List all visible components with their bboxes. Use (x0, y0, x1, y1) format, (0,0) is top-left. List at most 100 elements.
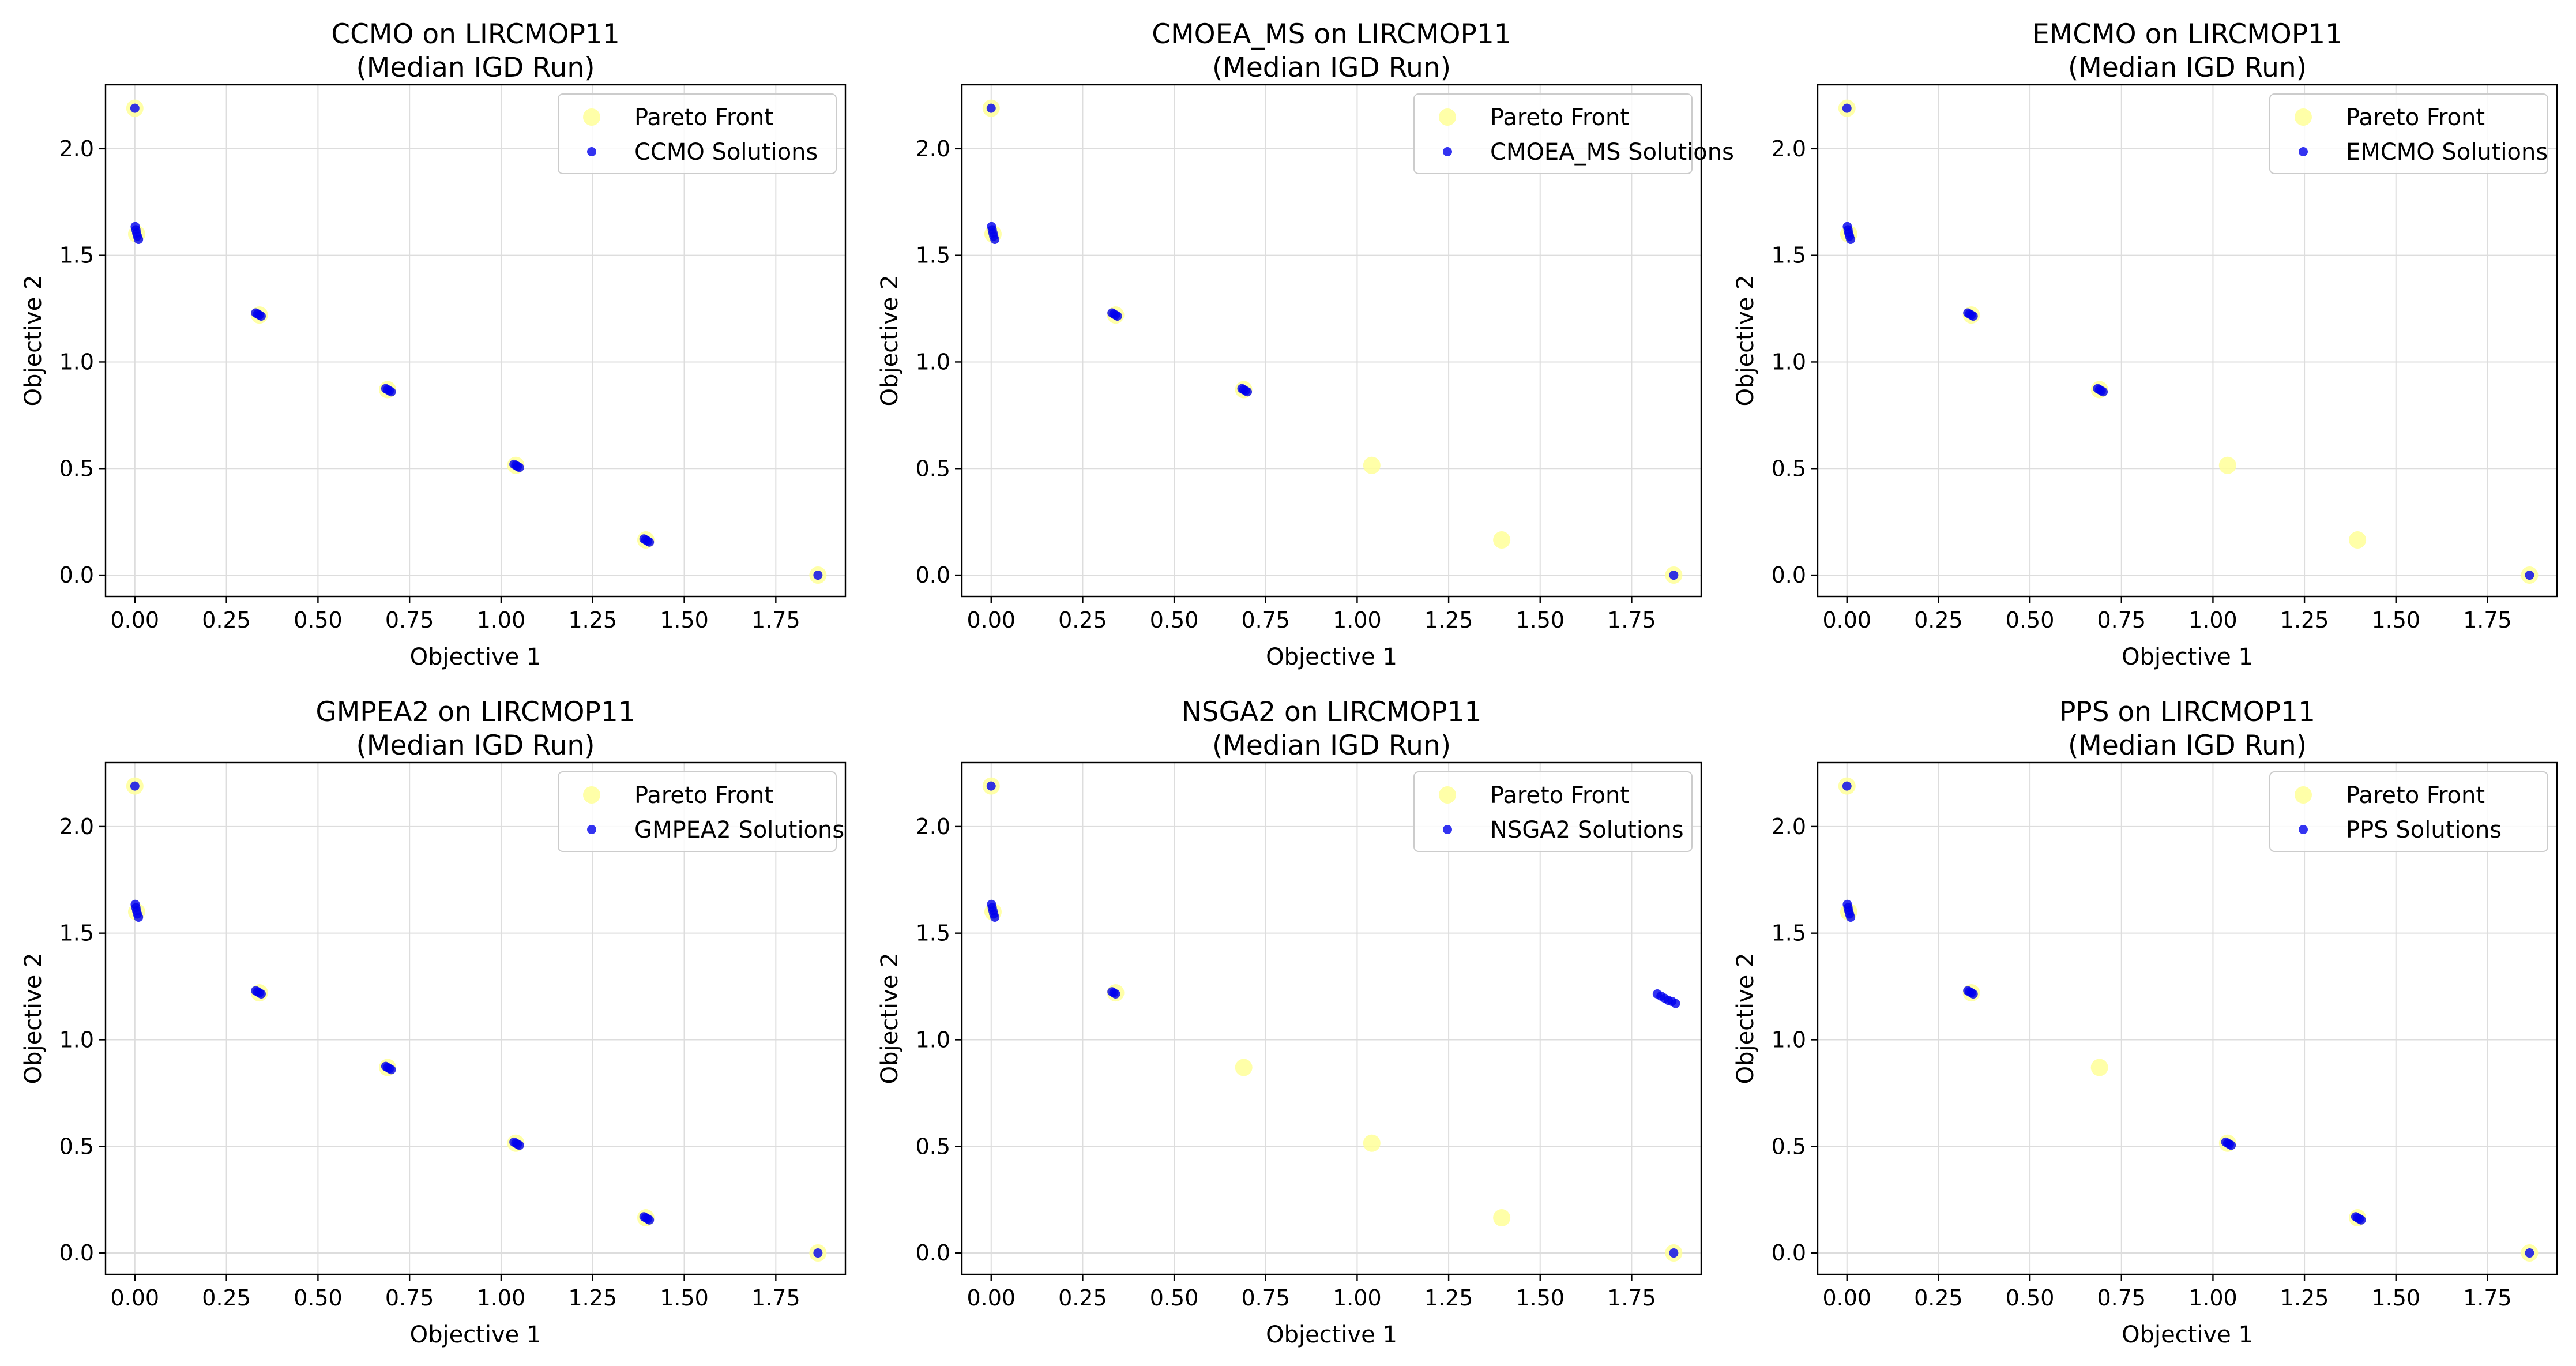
solution-point (2099, 387, 2108, 397)
y-tick-label: 0.0 (916, 1240, 950, 1266)
subplot-6: PPS on LIRCMOP11(Median IGD Run) 0.00 0.25… (1732, 696, 2558, 1348)
legend: Pareto Front CCMO Solutions (558, 93, 837, 174)
x-axis-label: Objective 1 (1266, 644, 1397, 670)
y-tick-label: 0.5 (916, 1134, 950, 1159)
legend-marker (2295, 108, 2312, 126)
y-tick-label: 0.5 (1772, 456, 1806, 481)
x-tick-label: 0.25 (202, 607, 251, 633)
y-axis-label: Objective 2 (1732, 953, 1759, 1084)
plot-frame (1817, 84, 2558, 598)
x-tick-label: 0.50 (294, 607, 343, 633)
legend-marker (2295, 786, 2312, 804)
subplot-2: CMOEA_MS on LIRCMOP11(Median IGD Run) 0.0… (877, 18, 1734, 670)
solution-point (2525, 1248, 2534, 1258)
solution-point (386, 387, 396, 397)
solution-point (130, 103, 140, 113)
x-tick-label: 0.75 (2097, 1285, 2146, 1311)
y-tick-label: 2.0 (1772, 136, 1806, 162)
plot-frame (1817, 761, 2558, 1275)
plot-frame (104, 761, 847, 1275)
legend-marker (1443, 147, 1452, 156)
legend-label: Pareto Front (634, 782, 773, 809)
pareto-point (2090, 1059, 2108, 1076)
solution-point (134, 912, 144, 922)
x-tick-label: 1.00 (1333, 607, 1382, 633)
legend-marker (1443, 825, 1452, 834)
chart-subtitle: (Median IGD Run) (1212, 730, 1451, 761)
y-tick-label: 1.5 (1772, 921, 1806, 946)
legend-box (558, 93, 837, 174)
solution-point (386, 1065, 396, 1075)
x-tick-label: 0.00 (1822, 607, 1871, 633)
legend-box (1413, 93, 1693, 174)
y-tick-label: 1.0 (916, 349, 950, 374)
plot-frame (961, 84, 1702, 598)
y-tick-label: 2.0 (916, 136, 950, 162)
x-tick-label: 1.25 (1424, 1285, 1473, 1311)
x-tick-label: 0.00 (111, 607, 160, 633)
y-tick-label: 0.5 (59, 456, 94, 481)
x-tick-label: 1.00 (2188, 607, 2237, 633)
x-tick-label: 0.50 (2006, 607, 2055, 633)
x-tick-label: 0.50 (294, 1285, 343, 1311)
y-tick-label: 2.0 (1772, 814, 1806, 839)
legend-label: PPS Solutions (2346, 817, 2502, 843)
legend-label: Pareto Front (634, 104, 773, 131)
legend-label: EMCMO Solutions (2346, 139, 2548, 166)
x-tick-label: 0.50 (2006, 1285, 2055, 1311)
y-axis-label: Objective 2 (20, 953, 47, 1084)
x-tick-label: 1.50 (1515, 607, 1565, 633)
y-tick-label: 0.0 (916, 562, 950, 588)
solution-point (813, 571, 823, 580)
x-tick-label: 0.75 (385, 607, 434, 633)
pareto-point (1363, 1134, 1381, 1152)
pareto-point (1493, 531, 1511, 549)
y-tick-label: 1.5 (1772, 243, 1806, 268)
solution-point (130, 781, 140, 791)
pareto-point (1235, 1059, 1253, 1076)
solution-point (256, 311, 266, 321)
legend-box (558, 771, 837, 852)
y-tick-label: 0.0 (1772, 562, 1806, 588)
y-tick-label: 2.0 (59, 814, 94, 839)
x-tick-label: 1.25 (568, 1285, 617, 1311)
legend-label: CMOEA_MS Solutions (1490, 139, 1734, 166)
plot-frame (961, 761, 1702, 1275)
solution-point (256, 989, 266, 999)
x-tick-label: 0.25 (202, 1285, 251, 1311)
pareto-point (1493, 1209, 1511, 1227)
solution-point (514, 1140, 524, 1150)
chart-title: EMCMO on LIRCMOP11 (2032, 18, 2342, 50)
y-tick-label: 0.5 (1772, 1134, 1806, 1159)
x-axis-label: Objective 1 (2122, 1322, 2253, 1348)
solution-point (1842, 781, 1852, 791)
solution-point (1243, 387, 1253, 397)
x-tick-label: 0.00 (967, 1285, 1016, 1311)
solution-point (645, 1215, 655, 1225)
y-tick-label: 1.5 (916, 921, 950, 946)
legend-label: CCMO Solutions (634, 139, 818, 166)
x-tick-label: 0.75 (1241, 607, 1290, 633)
subplot-5: NSGA2 on LIRCMOP11(Median IGD Run) 0.00 0.… (877, 696, 1702, 1348)
x-tick-label: 1.00 (477, 1285, 526, 1311)
legend-marker (583, 786, 600, 804)
y-tick-label: 1.5 (59, 243, 94, 268)
legend-box (2269, 771, 2548, 852)
x-axis-label: Objective 1 (1266, 1322, 1397, 1348)
solution-point (2227, 1140, 2236, 1150)
x-tick-label: 1.75 (751, 607, 800, 633)
chart-title: GMPEA2 on LIRCMOP11 (315, 696, 635, 728)
solution-point (1842, 103, 1852, 113)
x-tick-label: 0.25 (1914, 607, 1963, 633)
y-tick-label: 2.0 (59, 136, 94, 162)
solution-point (1669, 571, 1679, 580)
solution-point (1968, 989, 1978, 999)
x-tick-label: 1.50 (660, 607, 709, 633)
x-tick-label: 1.75 (751, 1285, 800, 1311)
legend-label: Pareto Front (2346, 782, 2485, 809)
subplot-1: CCMO on LIRCMOP11(Median IGD Run) 0.00 0.2… (20, 18, 847, 670)
x-tick-label: 1.50 (2371, 1285, 2420, 1311)
chart-subtitle: (Median IGD Run) (356, 52, 595, 84)
x-tick-label: 0.75 (385, 1285, 434, 1311)
plot-frame (104, 84, 847, 598)
